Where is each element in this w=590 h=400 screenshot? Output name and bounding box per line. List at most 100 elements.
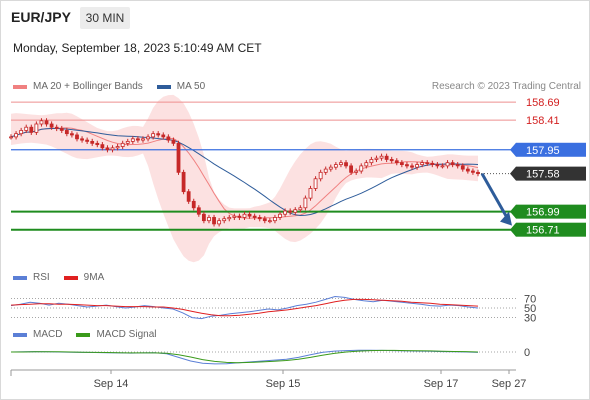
macd-series-1 — [11, 349, 479, 364]
candle-body — [308, 188, 313, 199]
candle-body — [278, 213, 282, 218]
candle-body — [288, 210, 293, 213]
candle-body — [186, 191, 191, 202]
forecast-arrow-head — [500, 211, 512, 226]
level-badge-pointer-4 — [510, 204, 516, 219]
candle-body — [471, 170, 475, 173]
candle-body — [100, 144, 105, 149]
candles-group — [9, 118, 480, 227]
candle-body — [14, 133, 18, 138]
level-badge-pointer-2 — [510, 142, 516, 157]
level-label-3: 157.58 — [526, 169, 560, 181]
candle-body — [313, 178, 318, 189]
candle-body — [146, 136, 150, 140]
candle-body — [374, 157, 379, 160]
candle-body — [196, 207, 201, 215]
candle-body — [49, 123, 54, 128]
candle-body — [293, 209, 298, 213]
candle-body — [85, 139, 90, 142]
candle-body — [435, 164, 440, 167]
x-tick-label-3: Sep 27 — [492, 378, 527, 390]
candle-body — [379, 155, 384, 159]
candle-body — [201, 213, 206, 222]
candle-body — [399, 162, 404, 166]
level-label-1: 158.41 — [526, 115, 560, 127]
rsi-level-label-2: 30 — [524, 313, 536, 325]
level-label-4: 156.99 — [526, 207, 560, 219]
level-badge-pointer-5 — [510, 222, 516, 237]
rsi-swatch — [13, 275, 27, 280]
candle-body — [181, 171, 186, 193]
candle-body — [34, 123, 39, 133]
level-badge-5 — [516, 222, 586, 237]
macd-signal-swatch — [76, 332, 91, 337]
candle-body — [95, 142, 100, 146]
candle-body — [359, 165, 364, 172]
rsi-level-label-0: 70 — [524, 293, 536, 305]
ma20-swatch — [13, 84, 27, 89]
candle-body — [445, 162, 450, 167]
candle-body — [252, 215, 257, 218]
candle-body — [339, 162, 343, 166]
candle-body — [115, 146, 120, 149]
candle-body — [75, 134, 79, 140]
candle-body — [410, 165, 414, 168]
legend-rsi-label: RSI — [33, 272, 50, 283]
candle-body — [440, 165, 445, 168]
candle-body — [217, 220, 222, 225]
level-badge-4 — [516, 204, 586, 219]
candle-body — [125, 140, 130, 144]
legend-macd-label: MACD — [33, 329, 63, 340]
candle-body — [354, 170, 359, 173]
candle-body — [191, 200, 196, 209]
level-label-0: 158.69 — [526, 97, 560, 109]
candle-body — [237, 215, 242, 218]
x-tick-label-1: Sep 15 — [266, 378, 301, 390]
research-credit: Research © 2023 Trading Central — [431, 81, 581, 92]
candle-body — [384, 155, 389, 160]
candle-body — [222, 218, 227, 222]
level-label-5: 156.71 — [526, 225, 560, 237]
candle-body — [110, 147, 115, 151]
instrument-title: EUR/JPY — [11, 9, 71, 25]
candle-body — [105, 147, 110, 151]
level-label-2: 157.95 — [526, 145, 560, 157]
ma50-swatch — [156, 84, 171, 89]
candle-body — [389, 159, 394, 162]
candle-body — [450, 162, 455, 166]
timeframe-button[interactable]: 30 MIN — [80, 7, 130, 29]
candle-body — [455, 164, 460, 167]
candle-body — [303, 197, 308, 209]
level-badge-3 — [516, 166, 586, 181]
candle-body — [267, 220, 272, 223]
x-tick-label-2: Sep 17 — [424, 378, 459, 390]
candle-body — [232, 215, 237, 218]
candle-body — [262, 218, 267, 222]
candle-body — [171, 139, 176, 144]
rsi-series-1 — [10, 298, 479, 317]
legend-macd-signal-label: MACD Signal — [96, 329, 157, 340]
candle-body — [273, 217, 277, 222]
candle-body — [136, 138, 140, 141]
macd-level-label-0: 0 — [524, 347, 530, 359]
candle-body — [151, 133, 156, 138]
level-badge-2 — [516, 142, 586, 157]
candle-body — [39, 120, 44, 125]
candle-body — [430, 162, 435, 166]
timestamp: Monday, September 18, 2023 5:10:49 AM CE… — [13, 41, 262, 55]
legend-rsi-ma-label: 9MA — [83, 272, 105, 283]
forecast-arrow-shaft — [480, 172, 509, 219]
candle-body — [54, 126, 59, 129]
candle-body — [344, 162, 348, 167]
candle-body — [420, 162, 425, 166]
candle-body — [141, 138, 145, 141]
candle-body — [24, 126, 29, 131]
price-legend: MA 20 + Bollinger Bands MA 50 — [13, 81, 205, 92]
rsi-ma-swatch — [63, 275, 78, 280]
candle-body — [212, 217, 216, 225]
candle-body — [44, 120, 49, 125]
candle-body — [59, 128, 64, 131]
candle-body — [70, 133, 74, 136]
candle-body — [364, 162, 369, 167]
